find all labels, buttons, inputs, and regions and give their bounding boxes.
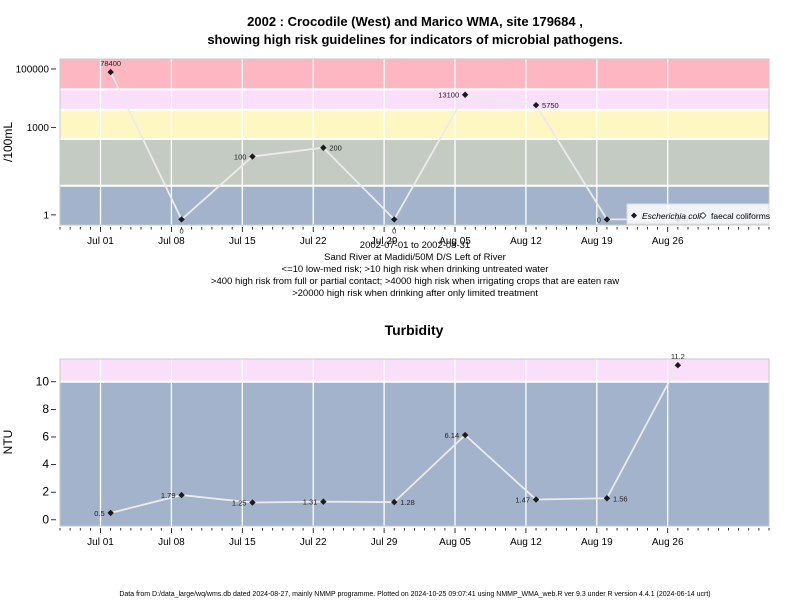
x-tick-label: Jul 22 [300,537,327,548]
x-tick-label: Jul 08 [158,537,185,548]
data-point [178,216,185,223]
chart1-note-date-range: 2002-07-01 to 2002-08-31 [360,240,470,251]
y-tick-label: 2 [42,485,49,499]
x-tick-label: Jul 08 [158,236,185,247]
y-tick-label: 4 [42,457,49,471]
x-tick-label: Jul 01 [87,537,114,548]
legend-faecal-label: faecal coliforms [711,211,770,221]
data-label: 0.5 [94,509,104,518]
data-point [249,153,256,160]
x-tick-label: Jul 22 [300,236,327,247]
data-point [320,144,327,151]
y-tick-label: 0 [42,512,49,526]
data-label: 0 [179,226,183,235]
y-tick-label: 6 [42,429,49,443]
data-label: 0 [392,226,396,235]
band-0 [60,381,769,526]
y-tick-label: 10 [36,374,50,388]
data-point [391,498,398,506]
chart1-note-site: Sand River at Madidi/50M D/S Left of Riv… [324,252,506,263]
data-label: 13100 [438,91,459,100]
chart1-title-line2: showing high risk guidelines for indicat… [207,32,622,47]
x-tick-label: Jul 01 [87,236,114,247]
data-label: 1.56 [613,494,628,503]
data-point [461,431,469,439]
x-tick-label: Aug 05 [439,236,471,247]
chart1-ylabel: /100mL [1,122,15,162]
chart1-legend: Escherichia coli faecal coliforms [626,203,770,225]
x-tick-label: Aug 26 [652,236,684,247]
data-label: 200 [329,144,342,153]
x-tick-label: Aug 19 [581,236,613,247]
y-tick-label: 8 [42,402,49,416]
data-point [603,495,611,502]
x-tick-label: Jul 15 [229,537,256,548]
data-point [107,68,114,76]
band-1 [60,359,769,382]
legend-ecoli-label: Escherichia coli [642,211,702,221]
band-1 [60,138,769,186]
data-label: 1.47 [515,496,530,505]
x-tick-label: Jul 29 [371,236,398,247]
chart2-title: Turbidity [385,322,444,338]
x-tick-label: Jul 15 [229,236,256,247]
data-label: 1.25 [232,499,247,508]
x-tick-label: Aug 12 [510,236,542,247]
data-point [249,499,256,506]
legend-ecoli-marker-icon [631,212,637,219]
band-2 [60,109,769,139]
chart1-plot-area: Jul 01 Jul 08 Jul 15 Jul 22 Jul 29 Aug 05 Aug … [16,58,770,247]
x-tick-label: Jul 29 [371,537,398,548]
band-3 [60,89,769,110]
data-label: 5750 [542,101,559,110]
data-label: 6.14 [445,431,460,440]
legend-faecal-marker-icon [699,211,707,220]
legend-box [626,203,770,225]
data-label: 11.2 [671,352,685,361]
data-point [107,509,114,517]
y-tick-label: 1000 [27,123,50,134]
data-point [603,216,611,223]
y-tick-label: 1 [43,210,49,221]
data-point [532,101,540,109]
chart1-title-line1: 2002 : Crocodile (West) and Marico WMA, … [247,14,583,29]
data-point [178,491,185,499]
y-tick-label: 100000 [16,64,50,75]
chart1-note-guideline-3: >20000 high risk when drinking after onl… [292,288,538,299]
data-point [461,91,469,98]
band-4 [60,59,769,90]
data-label: 1.79 [161,491,176,500]
data-point [674,362,682,369]
x-tick-label: Aug 05 [439,537,471,548]
data-label: 78400 [100,59,121,68]
chart2-plot-area: Jul 01 Jul 08 Jul 15 Jul 22 Jul 29 Aug 05 Aug … [36,352,770,548]
x-tick-label: Aug 12 [510,537,542,548]
data-point [532,496,540,503]
chart2-ylabel: NTU [1,430,15,455]
data-label: 1.28 [400,498,415,507]
data-label: 1.31 [303,498,318,507]
plot-frame [59,58,770,226]
x-tick-label: Aug 26 [652,537,684,548]
data-point [320,498,327,505]
data-point [391,216,398,223]
data-label: 0 [597,215,601,224]
footer-source-note: Data from D:/data_large/wq/wms.db dated … [119,591,710,598]
x-tick-label: Aug 19 [581,537,613,548]
plot-frame [59,358,770,527]
chart1-note-guideline-1: <=10 low-med risk; >10 high risk when dr… [282,264,549,275]
data-label: 100 [234,153,247,162]
chart1-note-guideline-2: >400 high risk from full or partial cont… [211,276,619,287]
